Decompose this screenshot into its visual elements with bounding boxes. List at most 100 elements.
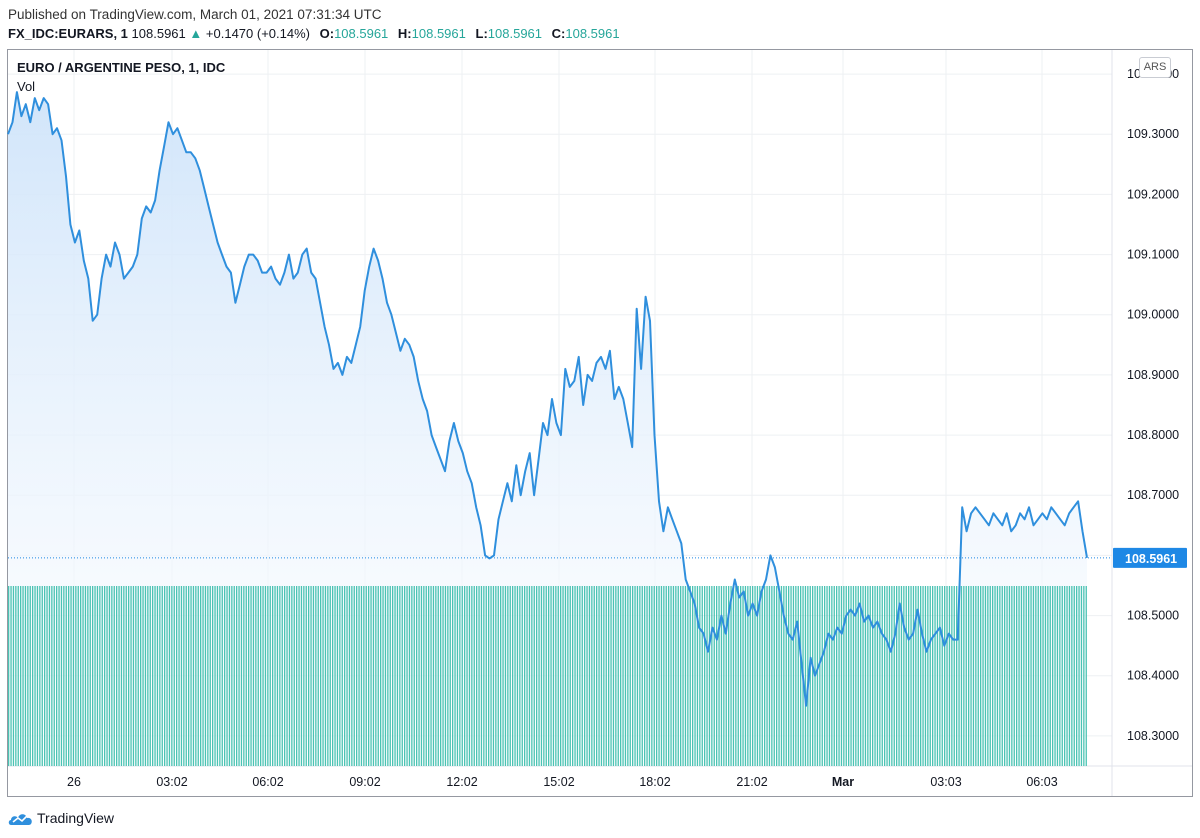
volume-bar	[557, 586, 559, 766]
volume-bar	[795, 586, 797, 766]
volume-bar	[128, 586, 130, 766]
volume-bar	[728, 586, 730, 766]
volume-bar	[312, 586, 315, 766]
chart-frame[interactable]	[7, 49, 1193, 797]
volume-bar	[1059, 586, 1061, 766]
volume-bar	[581, 586, 583, 766]
volume-bar	[365, 586, 367, 766]
volume-bar	[768, 586, 771, 766]
volume-bar	[548, 586, 550, 766]
volume-bar	[658, 586, 660, 766]
volume-bar	[792, 586, 795, 766]
volume-bar	[656, 586, 658, 766]
volume-bar	[399, 586, 401, 766]
volume-bar	[737, 586, 739, 766]
volume-bar	[946, 586, 948, 766]
symbol-label[interactable]: FX_IDC:EURARS, 1	[8, 26, 128, 41]
volume-bar	[1035, 586, 1037, 766]
volume-bar	[980, 586, 982, 766]
volume-bar	[716, 586, 718, 766]
volume-bar	[845, 586, 847, 766]
volume-bar	[684, 586, 687, 766]
volume-bar	[586, 586, 588, 766]
volume-bar	[185, 586, 187, 766]
volume-bar	[123, 586, 125, 766]
currency-button[interactable]: ARS	[1139, 57, 1171, 78]
volume-bar	[816, 586, 819, 766]
volume-bar	[276, 586, 279, 766]
volume-bar	[29, 586, 31, 766]
volume-bar	[648, 586, 651, 766]
volume-bar	[485, 586, 487, 766]
volume-bar	[264, 586, 267, 766]
volume-bar	[807, 586, 809, 766]
volume-bar	[46, 586, 48, 766]
y-tick-label: 108.5000	[1127, 609, 1179, 623]
volume-bar	[867, 586, 869, 766]
volume-bar	[552, 586, 555, 766]
volume-bar	[435, 586, 437, 766]
price-line	[7, 91, 1088, 707]
volume-bar	[288, 586, 291, 766]
volume-bar	[394, 586, 396, 766]
volume-bar	[646, 586, 648, 766]
volume-bar	[351, 586, 353, 766]
volume-bar	[1054, 586, 1056, 766]
volume-bar	[708, 586, 711, 766]
volume-bar	[536, 586, 538, 766]
volume-bar	[104, 586, 106, 766]
volume-bar	[840, 586, 843, 766]
volume-bar	[1030, 586, 1032, 766]
volume-bar	[627, 586, 629, 766]
volume-bar	[495, 586, 497, 766]
volume-bar	[430, 586, 432, 766]
published-note: Published on TradingView.com, March 01, …	[8, 7, 382, 22]
volume-bar	[243, 586, 245, 766]
tradingview-logo[interactable]: TradingView	[8, 808, 114, 828]
volume-bar	[432, 586, 435, 766]
volume-bar	[305, 586, 307, 766]
volume-bar	[1056, 586, 1059, 766]
volume-bar	[202, 586, 204, 766]
volume-bar	[836, 586, 838, 766]
volume-bar	[1076, 586, 1078, 766]
volume-bar	[92, 586, 94, 766]
y-tick-label: 108.7000	[1127, 488, 1179, 502]
volume-bar	[869, 586, 871, 766]
volume-bar	[440, 586, 442, 766]
volume-bar	[204, 586, 207, 766]
volume-bar	[975, 586, 977, 766]
volume-bar	[24, 586, 27, 766]
volume-bar	[156, 586, 159, 766]
volume-bar	[279, 586, 281, 766]
volume-bar	[1085, 586, 1087, 766]
volume-bar	[238, 586, 240, 766]
volume-bar	[833, 586, 835, 766]
volume-bar	[939, 586, 941, 766]
volume-bar	[382, 586, 384, 766]
volume-bar	[927, 586, 929, 766]
volume-bar	[341, 586, 343, 766]
volume-bar	[370, 586, 372, 766]
volume-bar	[1080, 586, 1083, 766]
volume-bar	[538, 586, 540, 766]
volume-bar	[965, 586, 967, 766]
volume-bar	[200, 586, 202, 766]
volume-bar	[22, 586, 24, 766]
volume-bar	[70, 586, 72, 766]
volume-bar	[564, 586, 567, 766]
volume-bar	[632, 586, 634, 766]
volume-bar	[879, 586, 881, 766]
volume-bar	[948, 586, 951, 766]
volume-bar	[932, 586, 934, 766]
volume-bar	[610, 586, 612, 766]
volume-bar	[408, 586, 411, 766]
volume-bar	[1078, 586, 1080, 766]
x-tick-label: 06:03	[1026, 775, 1057, 789]
volume-bar	[149, 586, 151, 766]
open-label: O:	[319, 26, 335, 41]
volume-bar	[32, 586, 34, 766]
volume-bar	[713, 586, 715, 766]
volume-bar	[629, 586, 631, 766]
